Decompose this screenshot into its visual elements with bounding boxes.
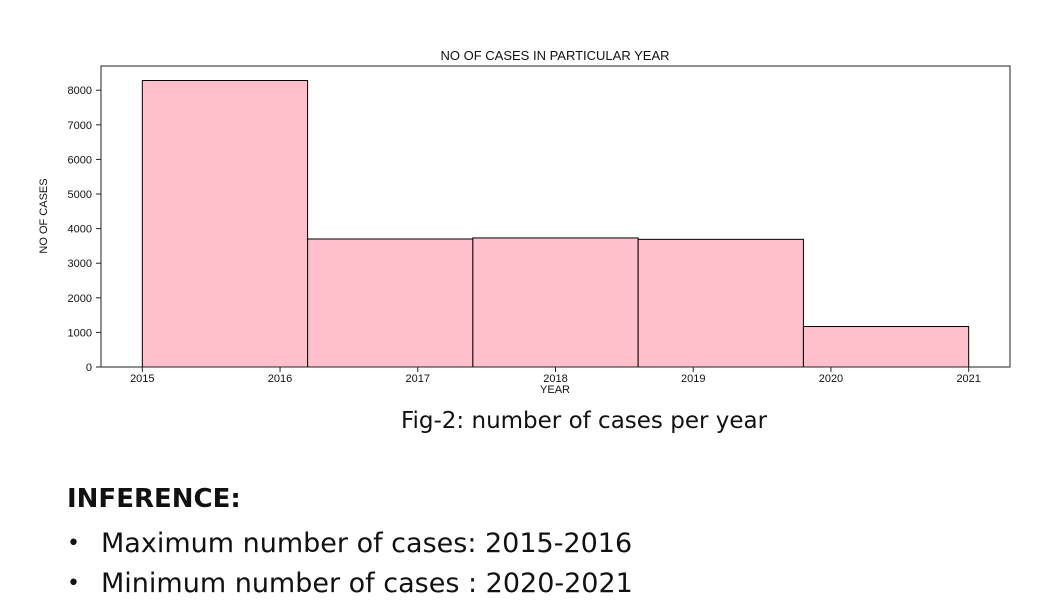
y-tick-label: 1000 [68,327,92,339]
y-tick-label: 3000 [68,258,92,270]
histogram-bar-4 [637,238,804,368]
x-tick-label: 2017 [406,373,430,385]
y-axis-label: NO OF CASES [38,178,50,253]
figure-caption: Fig-2: number of cases per year [400,408,768,434]
x-tick-label: 2019 [681,373,705,385]
y-tick-label: 0 [86,362,92,374]
y-tick-label: 4000 [68,224,92,236]
x-axis: 2015 2016 2017 2018 2019 2020 2021 [130,367,981,385]
inference-list: • Maximum number of cases: 2015-2016 • M… [67,524,633,604]
y-tick-label: 5000 [68,189,92,201]
chart-title: NO OF CASES IN PARTICULAR YEAR [441,48,670,63]
x-tick-label: 2020 [819,373,843,385]
y-tick-label: 8000 [68,85,92,97]
inference-max: Maximum number of cases: 2015-2016 [101,528,633,559]
histogram-bar-2 [307,238,474,368]
histogram-bar-5 [802,326,970,368]
x-tick-label: 2016 [268,373,292,385]
y-axis: 0 1000 2000 3000 4000 5000 6000 7000 8000 [68,85,101,374]
x-tick-label: 2015 [130,373,154,385]
x-axis-label: YEAR [540,384,570,396]
y-tick-label: 7000 [68,120,92,132]
inference-min: Minimum number of cases : 2020-2021 [101,568,633,599]
bullet-icon: • [67,571,80,596]
x-tick-label: 2021 [956,373,980,385]
list-item: • Maximum number of cases: 2015-2016 [67,524,633,564]
histogram-bar-1 [141,80,309,368]
bullet-icon: • [67,531,80,556]
bars-group [141,80,970,368]
list-item: • Minimum number of cases : 2020-2021 [67,564,633,604]
histogram-bar-3 [472,237,639,368]
histogram-chart: NO OF CASES IN PARTICULAR YEAR 0 1000 2000… [38,48,1011,396]
x-tick-label: 2018 [543,373,567,385]
y-tick-label: 2000 [68,293,92,305]
inference-heading: INFERENCE: [67,484,241,514]
y-tick-label: 6000 [68,154,92,166]
